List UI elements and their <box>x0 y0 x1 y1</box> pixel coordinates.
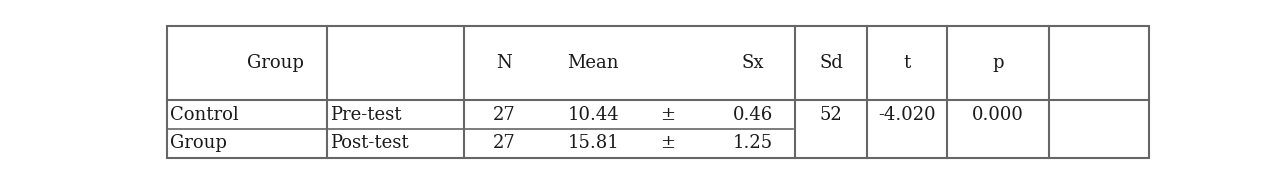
Text: Pre-test: Pre-test <box>330 106 401 124</box>
Text: 0.46: 0.46 <box>732 106 773 124</box>
Text: Group: Group <box>171 134 227 152</box>
Text: Post-test: Post-test <box>330 134 408 152</box>
Text: Sx: Sx <box>741 54 764 72</box>
Text: ±: ± <box>660 106 675 124</box>
Text: p: p <box>993 54 1004 72</box>
Text: 15.81: 15.81 <box>568 134 619 152</box>
Text: Control: Control <box>171 106 239 124</box>
Text: ±: ± <box>660 134 675 152</box>
Text: N: N <box>496 54 512 72</box>
Text: 0.000: 0.000 <box>972 106 1023 124</box>
Text: -4.020: -4.020 <box>878 106 936 124</box>
Text: 52: 52 <box>819 106 842 124</box>
Text: 27: 27 <box>493 134 515 152</box>
Text: Mean: Mean <box>568 54 619 72</box>
Text: 10.44: 10.44 <box>568 106 619 124</box>
Text: Group: Group <box>247 54 304 72</box>
Text: 27: 27 <box>493 106 515 124</box>
Text: 1.25: 1.25 <box>732 134 773 152</box>
Text: Sd: Sd <box>819 54 844 72</box>
Text: t: t <box>903 54 910 72</box>
